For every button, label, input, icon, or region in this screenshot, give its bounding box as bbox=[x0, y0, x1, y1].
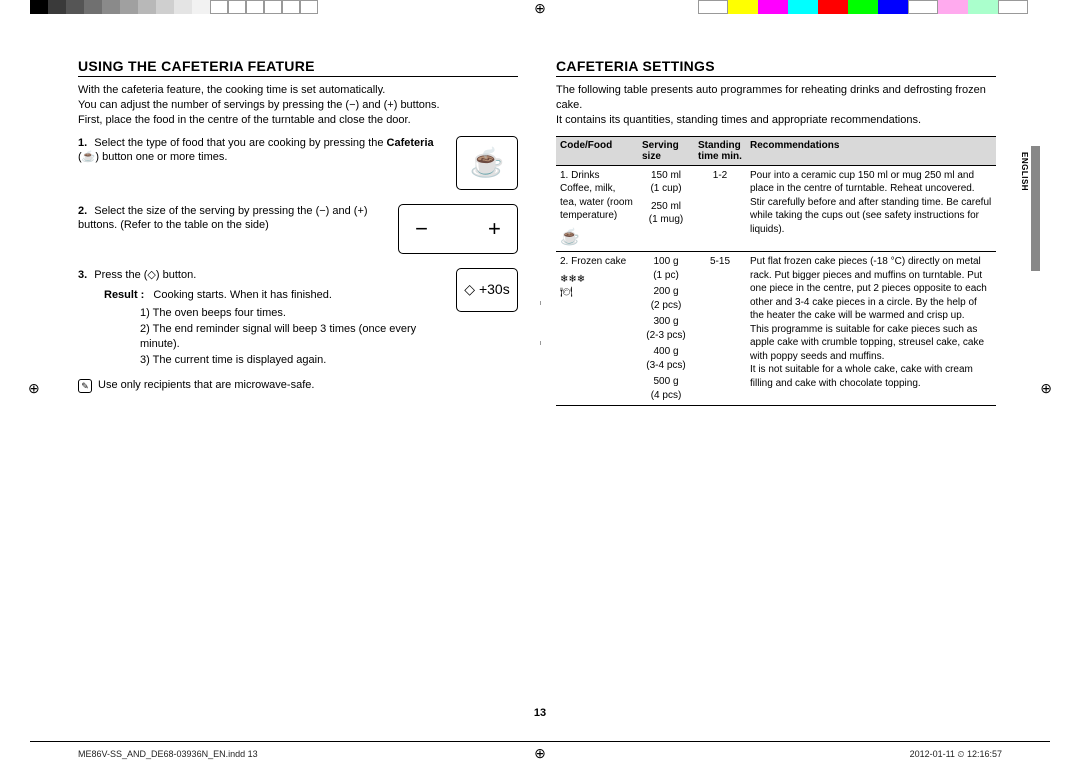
s4: 400 g bbox=[642, 345, 690, 359]
cell-rec-1: Pour into a ceramic cup 150 ml or mug 25… bbox=[746, 165, 996, 252]
printer-color-bar-left bbox=[30, 0, 318, 14]
table-header-row: Code/Food Serving size Standing time min… bbox=[556, 136, 996, 165]
note-text: Use only recipients that are microwave-s… bbox=[98, 379, 314, 391]
right-intro-1: The following table presents auto progra… bbox=[556, 84, 986, 111]
cell-serving-2: 100 g(1 pc) 200 g(2 pcs) 300 g(2-3 pcs) … bbox=[638, 252, 694, 406]
step-2-text: Select the size of the serving by pressi… bbox=[78, 205, 368, 232]
settings-table: Code/Food Serving size Standing time min… bbox=[556, 136, 996, 407]
start-button-icon: ◇ +30s bbox=[456, 268, 518, 312]
crop-mark-left-icon: ⊕ bbox=[28, 380, 40, 397]
cell-code-2: 2. Frozen cake ❄❄❄ 🍽 bbox=[556, 252, 638, 406]
drinks-icon: ☕ bbox=[560, 227, 634, 249]
s3: 300 g bbox=[642, 315, 690, 329]
right-column: CAFETERIA SETTINGS The following table p… bbox=[556, 58, 996, 406]
intro-line-1: With the cafeteria feature, the cooking … bbox=[78, 84, 385, 96]
footer: ME86V-SS_AND_DE68-03936N_EN.indd 13 2012… bbox=[78, 749, 1002, 760]
cell-standing-1: 1-2 bbox=[694, 165, 746, 252]
right-intro: The following table presents auto progra… bbox=[556, 83, 996, 128]
s2b: (2 pcs) bbox=[642, 299, 690, 313]
intro-line-2: You can adjust the number of servings by… bbox=[78, 99, 440, 111]
footer-left: ME86V-SS_AND_DE68-03936N_EN.indd 13 bbox=[78, 749, 258, 760]
cell-serving-1: 150 ml (1 cup) 250 ml (1 mug) bbox=[638, 165, 694, 252]
step-number: 1. bbox=[78, 137, 87, 149]
right-intro-2: It contains its quantities, standing tim… bbox=[556, 114, 921, 126]
serv-2a: 250 ml bbox=[642, 200, 690, 214]
table-row: 2. Frozen cake ❄❄❄ 🍽 100 g(1 pc) 200 g(2… bbox=[556, 252, 996, 406]
language-tab: ENGLISH bbox=[1018, 146, 1040, 271]
intro-line-3: First, place the food in the centre of t… bbox=[78, 114, 411, 126]
serv-1a: 150 ml bbox=[642, 169, 690, 183]
th-standing: Standing time min. bbox=[694, 136, 746, 165]
step-number: 3. bbox=[78, 269, 87, 281]
serv-1b: (1 cup) bbox=[642, 182, 690, 196]
left-column: USING THE CAFETERIA FEATURE With the caf… bbox=[78, 58, 518, 406]
plus-icon: + bbox=[488, 216, 501, 242]
code-text-1: 1. Drinks Coffee, milk, tea, water (room… bbox=[560, 170, 633, 222]
result-lead: Cooking starts. When it has finished. bbox=[153, 289, 332, 301]
cafeteria-button-icon: ☕ bbox=[456, 136, 518, 190]
cell-code-1: 1. Drinks Coffee, milk, tea, water (room… bbox=[556, 165, 638, 252]
footer-rule bbox=[30, 741, 1050, 742]
footer-right: 2012-01-11 ⏲ 12:16:57 bbox=[910, 749, 1002, 760]
step-3-text: Press the (◇) button. bbox=[94, 269, 196, 281]
step-1: 1. Select the type of food that you are … bbox=[78, 136, 518, 190]
step-number: 2. bbox=[78, 205, 87, 217]
right-heading: CAFETERIA SETTINGS bbox=[556, 58, 996, 77]
step-3: 3. Press the (◇) button. Result : Cookin… bbox=[78, 268, 518, 370]
s5b: (4 pcs) bbox=[642, 389, 690, 403]
cell-rec-2: Put flat frozen cake pieces (-18 °C) dir… bbox=[746, 252, 996, 406]
minus-plus-button-icon: − + bbox=[398, 204, 518, 254]
table-row: 1. Drinks Coffee, milk, tea, water (room… bbox=[556, 165, 996, 252]
result-item-2: 2) The end reminder signal will beep 3 t… bbox=[140, 322, 446, 352]
minus-icon: − bbox=[415, 216, 428, 242]
left-intro: With the cafeteria feature, the cooking … bbox=[78, 83, 518, 128]
step-1-text-b: (☕) button one or more times. bbox=[78, 151, 227, 163]
s4b: (3-4 pcs) bbox=[642, 359, 690, 373]
th-code: Code/Food bbox=[556, 136, 638, 165]
safety-note: ✎ Use only recipients that are microwave… bbox=[78, 379, 518, 393]
note-icon: ✎ bbox=[78, 379, 92, 393]
th-serving: Serving size bbox=[638, 136, 694, 165]
page-content: USING THE CAFETERIA FEATURE With the caf… bbox=[78, 58, 1002, 406]
left-heading: USING THE CAFETERIA FEATURE bbox=[78, 58, 518, 77]
s5: 500 g bbox=[642, 375, 690, 389]
frozen-cake-icon: ❄❄❄ 🍽 bbox=[560, 273, 634, 300]
cell-standing-2: 5-15 bbox=[694, 252, 746, 406]
step-1-bold: Cafeteria bbox=[387, 137, 434, 149]
s1: 100 g bbox=[642, 255, 690, 269]
s2: 200 g bbox=[642, 285, 690, 299]
s1b: (1 pc) bbox=[642, 269, 690, 283]
th-recommendations: Recommendations bbox=[746, 136, 996, 165]
crop-mark-top-icon: ⊕ bbox=[534, 0, 546, 17]
page-number: 13 bbox=[534, 707, 546, 719]
result-item-1: 1) The oven beeps four times. bbox=[140, 306, 446, 321]
crop-mark-right-icon: ⊕ bbox=[1040, 380, 1052, 397]
step-2: 2. Select the size of the serving by pre… bbox=[78, 204, 518, 254]
result-label: Result : bbox=[104, 289, 144, 301]
result-item-3: 3) The current time is displayed again. bbox=[140, 353, 446, 368]
printer-color-bar-right bbox=[698, 0, 1028, 14]
s3b: (2-3 pcs) bbox=[642, 329, 690, 343]
serv-2b: (1 mug) bbox=[642, 213, 690, 227]
code-text-2: 2. Frozen cake bbox=[560, 256, 626, 267]
step-1-text-a: Select the type of food that you are coo… bbox=[94, 137, 386, 149]
